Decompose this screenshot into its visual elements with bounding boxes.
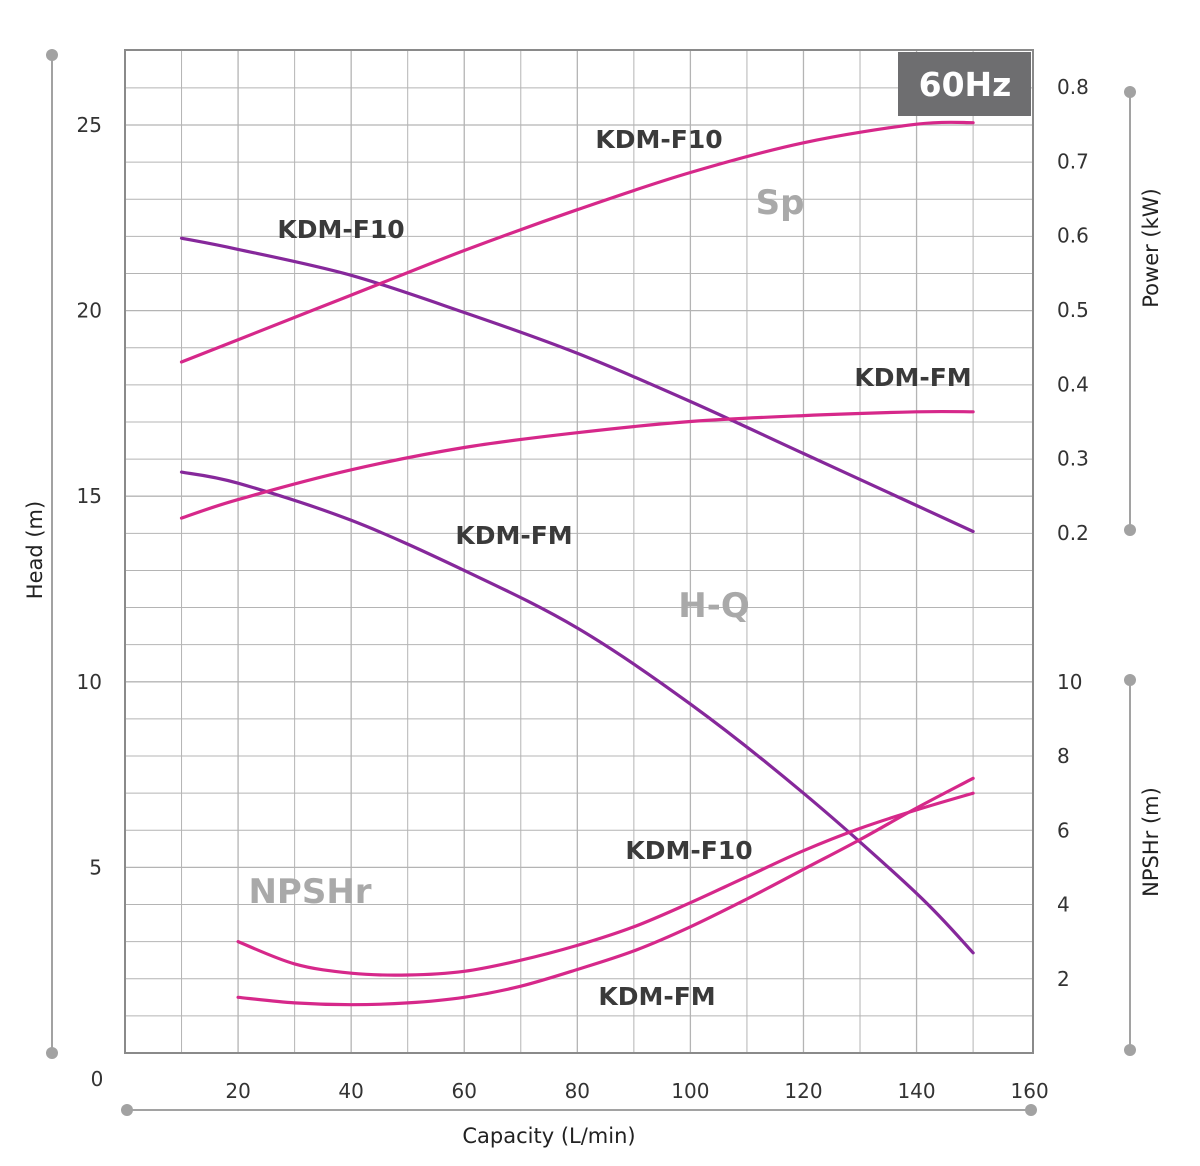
npshr-axis-title: NPSHr (m) xyxy=(1139,787,1163,897)
power-kdm-f10-curve xyxy=(179,120,975,364)
npshr-kdm-f10-curve xyxy=(236,791,975,977)
frequency-badge-text: 60Hz xyxy=(919,65,1012,104)
x-tick-label: 140 xyxy=(897,1079,935,1103)
npshr-tick-label: 10 xyxy=(1057,670,1082,694)
power-f10-label: KDM-F10 xyxy=(595,125,722,154)
head-axis-bracket xyxy=(46,49,58,1059)
power-tick-labels: 0.2 0.3 0.4 0.5 0.6 0.7 0.8 xyxy=(1057,75,1089,545)
hq-fm-label: KDM-FM xyxy=(455,521,572,550)
head-tick-label: 15 xyxy=(77,484,102,508)
head-tick-label: 20 xyxy=(77,299,102,323)
x-axis-title: Capacity (L/min) xyxy=(462,1124,635,1148)
x-tick-labels: 0 20 40 60 80 100 120 140 160 xyxy=(91,1067,1049,1103)
npshr-fm-label: KDM-FM xyxy=(598,982,715,1011)
npshr-tick-label: 2 xyxy=(1057,967,1070,991)
head-tick-labels: 5 10 15 20 25 xyxy=(77,113,102,879)
x-tick-label: 20 xyxy=(225,1079,250,1103)
capacity-axis-bracket xyxy=(121,1104,1037,1116)
hq-group-label: H-Q xyxy=(678,586,749,626)
x-tick-label: 120 xyxy=(784,1079,822,1103)
hq-f10-label: KDM-F10 xyxy=(277,215,404,244)
x-tick-label: 40 xyxy=(338,1079,363,1103)
hq-kdm-f10-curve xyxy=(179,236,975,534)
power-tick-label: 0.8 xyxy=(1057,75,1089,99)
power-fm-label: KDM-FM xyxy=(854,363,971,392)
power-kdm-fm-curve xyxy=(179,409,975,520)
curves xyxy=(179,120,975,1007)
head-tick-label: 10 xyxy=(77,670,102,694)
npshr-tick-labels: 2 4 6 8 10 xyxy=(1057,670,1082,991)
head-axis-title: Head (m) xyxy=(23,501,47,599)
frequency-badge xyxy=(898,52,1031,116)
power-tick-label: 0.2 xyxy=(1057,521,1089,545)
npshr-tick-label: 4 xyxy=(1057,893,1070,917)
x-tick-label: 160 xyxy=(1011,1079,1049,1103)
power-axis-title: Power (kW) xyxy=(1139,188,1163,307)
power-tick-label: 0.4 xyxy=(1057,372,1089,396)
x-tick-label: 0 xyxy=(91,1067,104,1091)
power-tick-label: 0.7 xyxy=(1057,149,1089,173)
plot-frame xyxy=(124,49,1034,1054)
npshr-tick-label: 6 xyxy=(1057,818,1070,842)
x-tick-label: 80 xyxy=(565,1079,590,1103)
sp-group-label: Sp xyxy=(756,183,805,223)
x-tick-label: 60 xyxy=(452,1079,477,1103)
hq-kdm-fm-curve xyxy=(179,470,975,955)
power-tick-label: 0.6 xyxy=(1057,224,1089,248)
power-axis-bracket xyxy=(1124,86,1136,536)
npshr-kdm-fm-curve xyxy=(236,776,975,1007)
head-tick-label: 25 xyxy=(77,113,102,137)
x-tick-label: 100 xyxy=(671,1079,709,1103)
plot-area xyxy=(125,50,1033,1053)
power-tick-label: 0.5 xyxy=(1057,298,1089,322)
power-tick-label: 0.3 xyxy=(1057,447,1089,471)
npshr-group-label: NPSHr xyxy=(248,872,371,912)
grid xyxy=(125,50,1033,1053)
npshr-axis-bracket xyxy=(1124,674,1136,1056)
npshr-tick-label: 8 xyxy=(1057,744,1070,768)
npshr-f10-label: KDM-F10 xyxy=(625,836,752,865)
head-tick-label: 5 xyxy=(89,855,102,879)
